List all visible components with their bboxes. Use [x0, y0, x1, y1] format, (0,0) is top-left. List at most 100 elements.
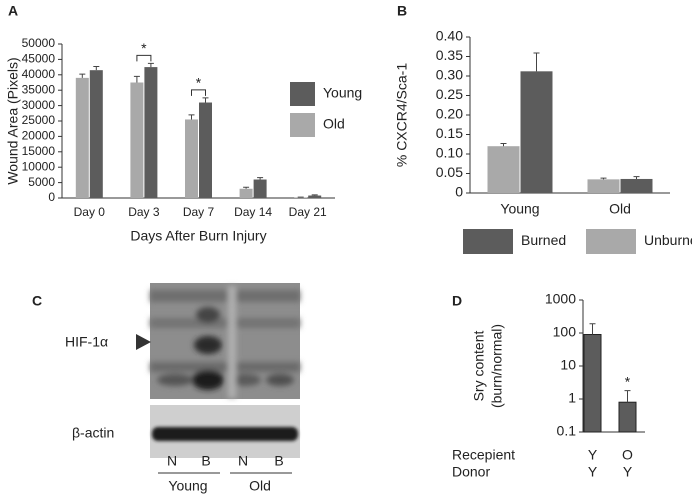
y-tick-label: 5000: [28, 175, 55, 189]
y-tick-label: 0.1: [557, 423, 577, 439]
panel-label: D: [452, 293, 462, 309]
error-bar: [79, 73, 86, 78]
panel-label: B: [397, 3, 407, 19]
bar: [199, 102, 212, 198]
y-axis-label: (burn/normal): [489, 324, 505, 408]
y-tick-label: 15000: [22, 144, 56, 158]
y-tick-label: 0.10: [436, 145, 463, 161]
y-tick-label: 0.35: [436, 47, 463, 63]
x-tick-label: Old: [609, 201, 631, 217]
bar: [75, 77, 89, 198]
x-tick-label: Day 0: [74, 205, 106, 219]
error-bar: [93, 65, 100, 71]
annotation: *: [196, 75, 202, 91]
row-label: Recepient: [452, 447, 515, 463]
bar: [130, 82, 144, 198]
blot-smear: [150, 286, 300, 398]
y-tick-label: 10: [560, 357, 576, 373]
y-axis-label: Sry content: [471, 330, 487, 401]
x-tick-label: Day 3: [128, 205, 160, 219]
bar: [144, 67, 158, 198]
bar: [618, 401, 637, 433]
significance-bracket: [191, 89, 206, 96]
y-tick-label: 0.40: [436, 28, 463, 44]
bar: [620, 178, 653, 193]
lane-label: B: [274, 453, 283, 469]
error-bar: [188, 114, 195, 120]
x-tick-label: Day 14: [234, 205, 272, 219]
x-tick-label: Young: [500, 201, 539, 217]
y-tick-label: 25000: [22, 113, 56, 127]
bar: [587, 179, 620, 193]
bar: [520, 71, 553, 193]
bar: [239, 188, 253, 198]
row-label: Donor: [452, 464, 490, 480]
band-label: β-actin: [72, 425, 114, 441]
panel-label: A: [8, 3, 18, 19]
legend-label: Old: [323, 116, 345, 132]
blot: HIF-1α β-actin N B N B Young Old: [65, 283, 300, 494]
bar: [487, 146, 520, 193]
annotation: *: [141, 40, 147, 56]
y-tick-label: 45000: [22, 52, 56, 66]
error-bar: [202, 97, 209, 103]
panel-label: C: [32, 293, 42, 309]
x-tick-label: Y: [588, 464, 598, 480]
x-axis-label: Days After Burn Injury: [130, 228, 266, 244]
y-axis-label: Wound Area (Pixels): [5, 57, 21, 184]
bar: [583, 334, 602, 433]
y-tick-label: 0.25: [436, 86, 463, 102]
error-bar: [257, 177, 264, 180]
legend-swatch: [586, 229, 636, 254]
bar: [308, 195, 322, 198]
x-tick-label: Y: [623, 464, 633, 480]
y-tick-label: 35000: [22, 82, 56, 96]
legend-swatch: [290, 82, 315, 106]
x-tick-label: Day 21: [289, 205, 327, 219]
y-tick-label: 40000: [22, 67, 56, 81]
annotation: *: [625, 373, 631, 389]
x-tick-label: O: [622, 447, 633, 463]
x-tick-label: Y: [588, 447, 598, 463]
y-tick-label: 0.15: [436, 125, 463, 141]
group-label: Young: [168, 478, 207, 494]
bar: [185, 119, 198, 198]
error-bar: [500, 142, 507, 147]
arrow: [136, 334, 151, 350]
error-bar: [243, 186, 250, 189]
legend-swatch: [290, 113, 315, 137]
y-tick-label: 30000: [22, 98, 56, 112]
legend-label: Young: [323, 85, 362, 101]
error-bar: [600, 177, 607, 180]
legend-swatch: [463, 229, 513, 254]
y-tick-label: 0: [455, 184, 463, 200]
significance-bracket: [136, 54, 152, 62]
y-tick-label: 1000: [545, 291, 576, 307]
y-tick-label: 0.30: [436, 67, 463, 83]
y-tick-label: 50000: [22, 36, 56, 50]
error-bar: [147, 62, 154, 68]
bar: [294, 197, 308, 198]
y-axis-label: % CXCR4/Sca-1: [394, 63, 410, 167]
error-bar: [633, 176, 640, 179]
error-bar: [589, 323, 596, 335]
y-tick-label: 20000: [22, 129, 56, 143]
lane-label: B: [201, 453, 210, 469]
error-bar: [624, 390, 631, 403]
error-bar: [133, 75, 140, 83]
band-label: HIF-1α: [65, 334, 108, 350]
error-bar: [311, 194, 318, 196]
y-tick-label: 0: [48, 190, 55, 204]
group-label: Old: [249, 478, 271, 494]
y-tick-label: 0.05: [436, 164, 463, 180]
y-tick-label: 1: [568, 390, 576, 406]
legend-label: Unburned: [644, 232, 692, 248]
legend-label: Burned: [521, 232, 566, 248]
blot-band: [152, 427, 298, 441]
y-tick-label: 10000: [22, 159, 56, 173]
error-bar: [533, 52, 540, 72]
bar: [253, 179, 267, 198]
lane-label: N: [167, 453, 177, 469]
bar: [89, 70, 103, 198]
